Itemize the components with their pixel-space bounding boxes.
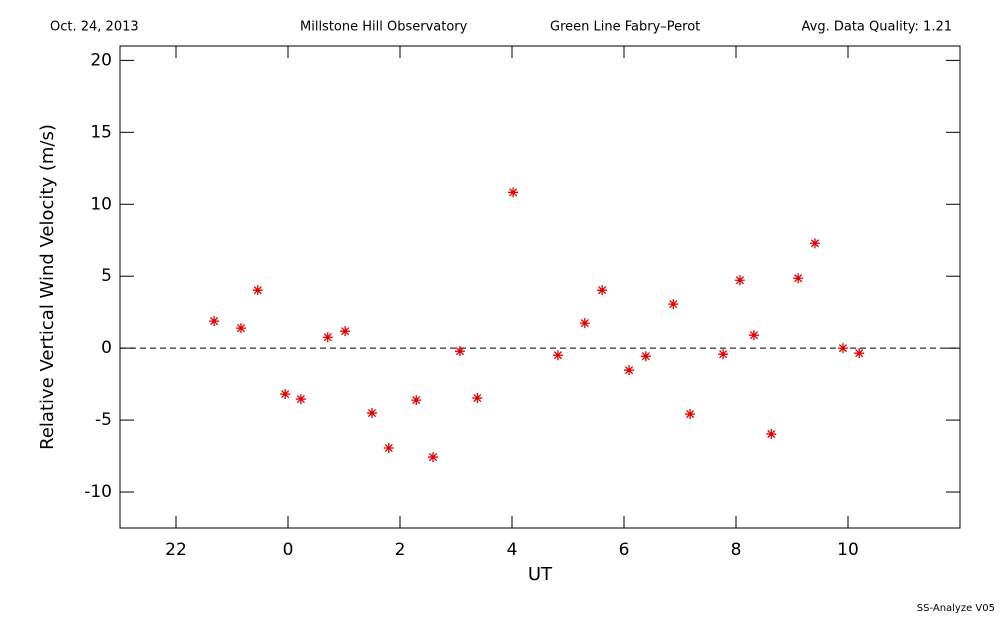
- data-point: [508, 187, 519, 198]
- x-tick-label: 6: [619, 540, 630, 560]
- data-point: [734, 275, 745, 286]
- date: Oct. 24, 2013: [50, 20, 139, 35]
- data-point: [428, 452, 439, 463]
- y-tick-label: 20: [90, 50, 112, 70]
- data-point: [411, 395, 422, 406]
- x-tick-label: 4: [507, 540, 518, 560]
- data-point: [579, 318, 590, 329]
- data-point: [209, 316, 220, 327]
- data-point: [809, 238, 820, 249]
- data-point: [235, 323, 246, 334]
- data-point: [640, 351, 651, 362]
- data-point: [367, 408, 377, 419]
- data-point: [252, 285, 263, 296]
- instrument: Green Line Fabry–Perot: [550, 20, 700, 35]
- y-tick-label: 15: [90, 122, 112, 142]
- y-tick-label: 10: [90, 194, 112, 214]
- data-point: [793, 273, 804, 284]
- y-tick-label: 0: [101, 338, 112, 358]
- x-axis-label: UT: [528, 564, 553, 585]
- plot-frame: [119, 45, 961, 529]
- data-point: [748, 330, 759, 341]
- y-tick-label: 5: [101, 266, 112, 286]
- data-point: [854, 348, 865, 359]
- data-point: [668, 299, 679, 310]
- observatory: Millstone Hill Observatory: [300, 20, 468, 35]
- y-tick-label: -5: [95, 410, 112, 430]
- data-point: [383, 443, 394, 454]
- x-tick-label: 10: [837, 540, 859, 560]
- data-point: [685, 409, 696, 420]
- data-point: [454, 346, 465, 357]
- y-tick-label: -10: [84, 482, 112, 502]
- x-tick-label: 8: [731, 540, 742, 560]
- data-point: [322, 332, 333, 343]
- x-tick-label: 2: [395, 540, 406, 560]
- data-point: [718, 349, 729, 360]
- data-point: [837, 343, 848, 354]
- data-point: [766, 429, 777, 440]
- data-point: [552, 350, 563, 361]
- data-point: [472, 393, 483, 404]
- footer: SS-Analyze V05: [917, 603, 995, 614]
- y-axis-label: Relative Vertical Wind Velocity (m/s): [37, 124, 58, 450]
- data-quality: Avg. Data Quality: 1.21: [802, 20, 952, 35]
- data-point: [280, 389, 291, 400]
- data-point: [624, 365, 635, 376]
- x-tick-label: 22: [165, 540, 187, 560]
- data-point: [597, 285, 608, 296]
- data-point: [295, 394, 306, 405]
- data-point: [340, 326, 351, 337]
- x-tick-label: 0: [283, 540, 294, 560]
